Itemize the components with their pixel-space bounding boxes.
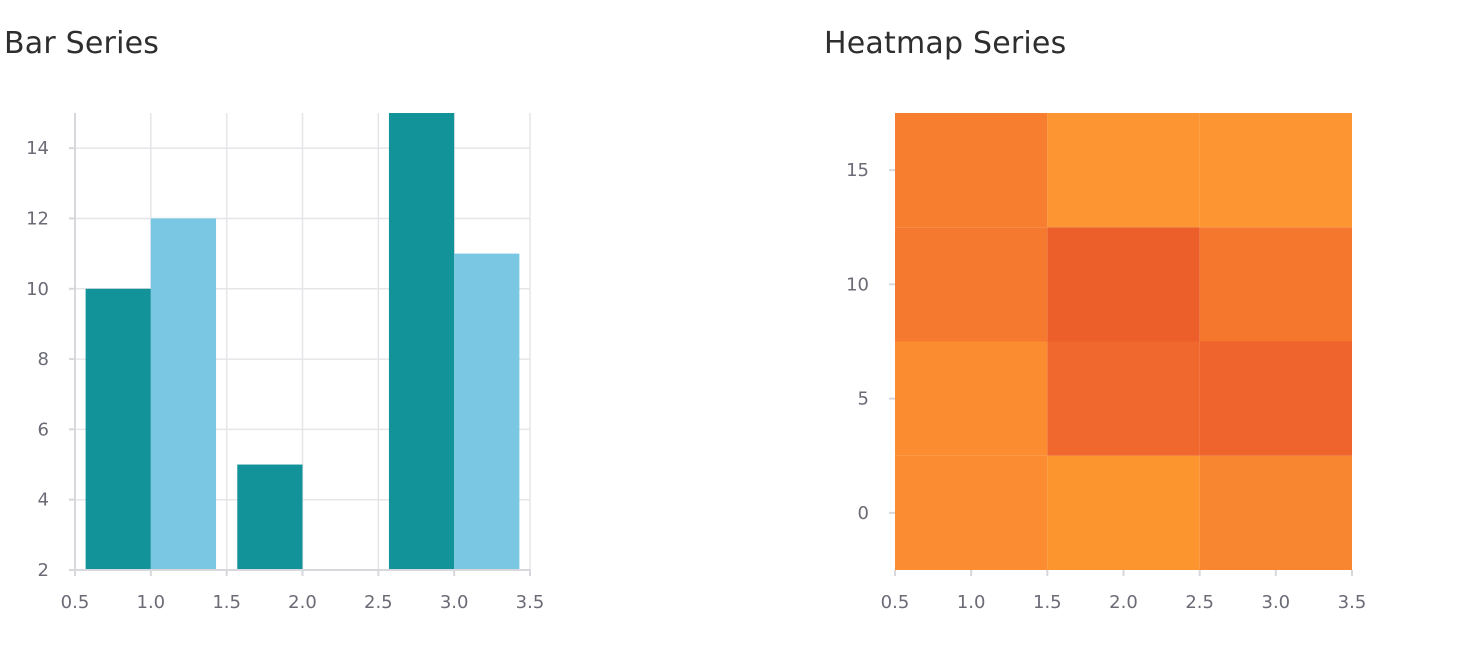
bar-y-tick-label: 12 xyxy=(26,208,49,229)
heatmap-cell-3-10 xyxy=(1199,227,1352,342)
heatmap-cell-1-15 xyxy=(895,113,1048,228)
heatmap-x-tick-label: 3.5 xyxy=(1338,592,1367,613)
heatmap-x-tick-label: 0.5 xyxy=(881,592,910,613)
bar-series-1-bar-1 xyxy=(85,288,151,570)
heatmap-y-tick-label: 10 xyxy=(846,274,869,295)
heatmap-cell-1-5 xyxy=(895,341,1048,456)
heatmap-cell-3-15 xyxy=(1199,113,1352,228)
bar-x-tick-label: 2.0 xyxy=(288,592,317,613)
heatmap-x-tick-label: 1.0 xyxy=(957,592,986,613)
heatmap-chart-title: Heatmap Series xyxy=(824,26,1067,61)
heatmap-y-tick-label: 5 xyxy=(858,389,869,410)
bar-series-2-bar-3 xyxy=(454,253,520,570)
bar-y-tick-label: 14 xyxy=(26,138,49,159)
bar-x-tick-label: 3.5 xyxy=(516,592,545,613)
bar-y-tick-label: 10 xyxy=(26,279,49,300)
heatmap-y-tick-label: 0 xyxy=(858,503,869,524)
heatmap-cell-1-0 xyxy=(895,455,1048,570)
heatmap-y-tick-label: 15 xyxy=(846,160,869,181)
heatmap-cell-2-15 xyxy=(1047,113,1200,228)
bar-x-tick-label: 2.5 xyxy=(364,592,393,613)
bar-series-1-bar-2 xyxy=(237,464,303,570)
bar-chart: 0.5 1.0 1.5 2.0 2.5 3.0 3.5 2 4 6 8 10 12 14 xyxy=(26,113,544,613)
heatmap-cell-3-0 xyxy=(1199,455,1352,570)
heatmap-chart: 0.5 1.0 1.5 2.0 2.5 3.0 3.5 0 5 10 15 xyxy=(846,113,1366,613)
bar-series-2-bar-1 xyxy=(150,218,217,570)
bar-x-tick-label: 1.0 xyxy=(137,592,166,613)
heatmap-x-tick-label: 2.0 xyxy=(1109,592,1138,613)
bar-x-tick-label: 1.5 xyxy=(212,592,241,613)
heatmap-x-tick-label: 3.0 xyxy=(1262,592,1291,613)
bar-x-tick-label: 0.5 xyxy=(61,592,90,613)
bar-y-tick-label: 6 xyxy=(38,419,49,440)
heatmap-x-tick-label: 2.5 xyxy=(1185,592,1214,613)
heatmap-cell-3-5 xyxy=(1199,341,1352,456)
bar-y-tick-label: 2 xyxy=(38,560,49,581)
bar-y-tick-label: 8 xyxy=(38,349,49,370)
heatmap-cell-1-10 xyxy=(895,227,1048,342)
bar-x-tick-label: 3.0 xyxy=(440,592,469,613)
bar-chart-title: Bar Series xyxy=(4,26,160,61)
bar-y-tick-label: 4 xyxy=(38,490,49,511)
heatmap-x-tick-label: 1.5 xyxy=(1033,592,1062,613)
heatmap-cell-2-10 xyxy=(1047,227,1200,342)
heatmap-cell-2-5 xyxy=(1047,341,1200,456)
heatmap-cell-2-0 xyxy=(1047,455,1200,570)
bar-series-1-bar-3 xyxy=(388,113,455,570)
